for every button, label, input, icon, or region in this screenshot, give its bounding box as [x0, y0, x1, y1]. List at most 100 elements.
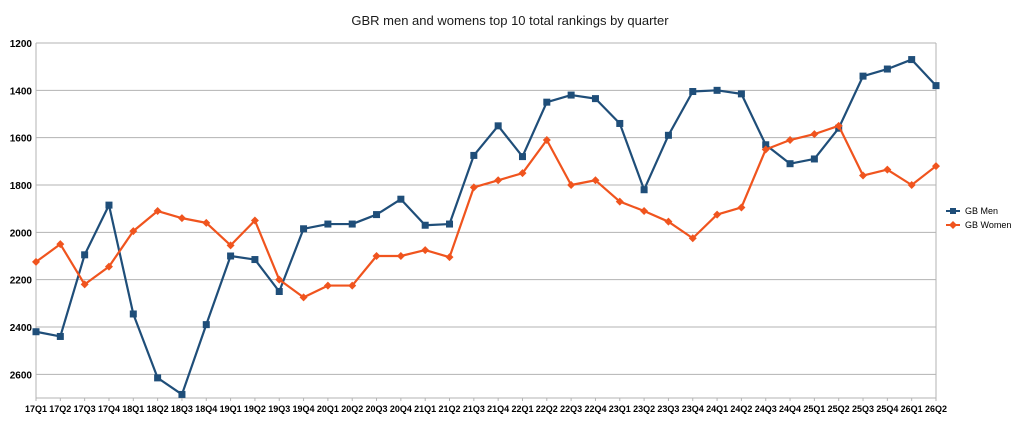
x-tick-label: 22Q4: [584, 404, 606, 414]
x-tick-label: 22Q2: [536, 404, 558, 414]
data-point: [299, 293, 308, 302]
legend: GB Men GB Women: [946, 206, 1011, 230]
x-tick-label: 25Q1: [803, 404, 825, 414]
data-point: [202, 321, 210, 329]
y-tick-label: 2400: [10, 323, 33, 334]
data-point: [688, 234, 697, 243]
data-point: [397, 195, 405, 203]
x-tick-label: 20Q4: [390, 404, 412, 414]
data-point: [591, 95, 599, 103]
data-point: [543, 98, 551, 106]
data-point: [494, 176, 503, 185]
legend-marker: [949, 221, 957, 229]
data-point: [786, 160, 794, 168]
x-tick-label: 21Q3: [463, 404, 485, 414]
data-point: [542, 136, 551, 145]
data-point: [129, 227, 138, 236]
x-tick-label: 22Q3: [560, 404, 582, 414]
x-tick-label: 19Q4: [293, 404, 315, 414]
data-point: [373, 211, 381, 219]
data-point: [713, 210, 722, 219]
data-point: [421, 246, 430, 255]
data-point: [227, 252, 235, 260]
data-point: [834, 121, 843, 130]
x-tick-label: 18Q1: [122, 404, 144, 414]
x-tick-label: 20Q1: [317, 404, 339, 414]
data-point: [372, 252, 381, 260]
data-point: [32, 257, 40, 266]
x-tick-label: 19Q2: [244, 404, 266, 414]
x-tick-label: 25Q4: [876, 404, 898, 414]
data-point: [470, 151, 478, 159]
data-point: [81, 251, 89, 259]
x-tick-label: 23Q3: [657, 404, 679, 414]
data-point: [859, 72, 867, 80]
data-point: [883, 65, 891, 73]
data-point: [348, 281, 357, 290]
data-point: [761, 145, 770, 154]
x-tick-label: 23Q4: [682, 404, 704, 414]
x-tick-label: 26Q1: [901, 404, 923, 414]
data-point: [810, 155, 818, 163]
data-point: [396, 252, 405, 260]
data-point: [664, 217, 673, 226]
data-point: [56, 240, 65, 249]
data-point: [104, 262, 113, 271]
series-layer: [32, 56, 940, 398]
data-point: [153, 207, 162, 216]
grid: [35, 42, 937, 399]
data-point: [615, 197, 624, 206]
data-point: [932, 162, 940, 171]
y-tick-label: 1800: [10, 181, 33, 192]
y-tick-label: 1400: [10, 86, 33, 97]
data-point: [177, 214, 186, 223]
x-tick-label: 20Q2: [341, 404, 363, 414]
data-point: [178, 390, 186, 398]
x-tick-label: 18Q3: [171, 404, 193, 414]
data-point: [32, 328, 40, 336]
data-point: [689, 88, 697, 96]
x-tick-label: 25Q3: [852, 404, 874, 414]
x-tick-label: 18Q4: [195, 404, 217, 414]
chart-title: GBR men and womens top 10 total rankings…: [351, 13, 669, 28]
y-tick-label: 1200: [10, 39, 33, 50]
data-point: [640, 207, 649, 216]
x-tick-label: 21Q1: [414, 404, 436, 414]
x-axis-ticks: 17Q1 17Q2 17Q3 17Q4 18Q1 18Q2 18Q3 18Q4 19Q1 19Q2…: [25, 398, 947, 414]
data-point: [908, 56, 916, 64]
data-point: [786, 136, 795, 145]
x-tick-label: 18Q2: [147, 404, 169, 414]
data-point: [445, 253, 454, 262]
x-tick-label: 21Q2: [438, 404, 460, 414]
data-point: [105, 201, 113, 209]
legend-marker: [950, 208, 956, 214]
data-point: [713, 86, 721, 94]
x-tick-label: 25Q2: [828, 404, 850, 414]
x-tick-label: 23Q2: [633, 404, 655, 414]
data-point: [591, 176, 600, 185]
data-point: [154, 374, 162, 382]
data-point: [518, 153, 526, 161]
data-point: [932, 82, 940, 90]
data-point: [664, 131, 672, 139]
y-axis-ticks: 1200 1400 1600 1800 2000 2200 2400 2600: [10, 39, 33, 381]
x-tick-label: 21Q4: [487, 404, 509, 414]
series-gb-men: [32, 56, 940, 398]
x-tick-label: 23Q1: [609, 404, 631, 414]
x-tick-label: 19Q1: [220, 404, 242, 414]
y-tick-label: 2200: [10, 276, 33, 287]
x-tick-label: 17Q3: [74, 404, 96, 414]
x-tick-label: 17Q2: [49, 404, 71, 414]
data-point: [494, 122, 502, 130]
data-point: [883, 165, 892, 174]
y-tick-label: 1600: [10, 134, 33, 145]
data-point: [80, 280, 89, 289]
data-point: [324, 220, 332, 228]
x-tick-label: 17Q1: [25, 404, 47, 414]
x-tick-label: 26Q2: [925, 404, 947, 414]
data-point: [56, 332, 64, 340]
series-gb-women: [32, 121, 940, 302]
data-point: [616, 119, 624, 127]
data-point: [421, 221, 429, 229]
data-point: [737, 203, 746, 212]
